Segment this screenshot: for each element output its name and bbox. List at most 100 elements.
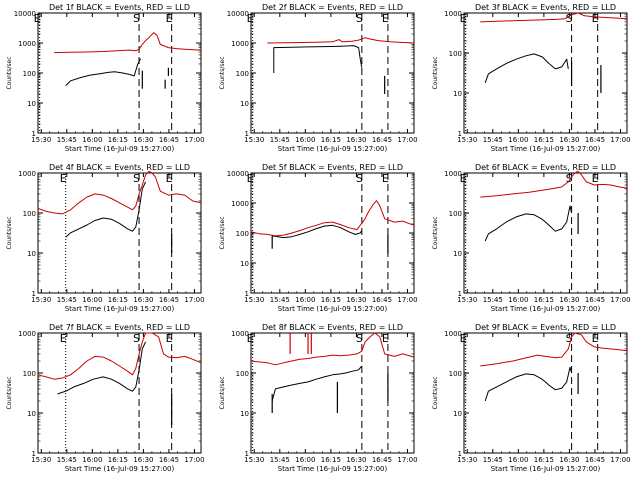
marker-label: E	[34, 12, 41, 25]
x-axis-label: Start Time (16-Jul-09 15:27:00)	[278, 465, 388, 473]
x-axis-label: Start Time (16-Jul-09 15:27:00)	[278, 305, 388, 313]
plot-frame	[250, 332, 415, 454]
x-tick-label: 16:30	[346, 456, 366, 464]
y-tick-label: 10	[27, 250, 36, 258]
x-tick-label: 15:45	[57, 296, 77, 304]
y-tick-label: 100	[23, 70, 36, 78]
panel-title: Det 2f BLACK = Events, RED = LLD	[262, 3, 403, 12]
x-tick-label: 17:00	[184, 456, 204, 464]
marker-label: E	[166, 12, 173, 25]
x-tick-label: 15:45	[270, 136, 290, 144]
events-series-line	[484, 205, 573, 242]
x-tick-label: 16:00	[295, 296, 315, 304]
marker-label: E	[592, 12, 599, 25]
panel-det8f: Det 8f BLACK = Events, RED = LLD 1 10 100 10…	[219, 323, 418, 473]
y-axis-label: Counts/sec	[219, 376, 226, 409]
x-tick-label: 15:30	[244, 136, 264, 144]
panel-det9f: Det 9f BLACK = Events, RED = LLD 1 10 100 10…	[432, 323, 631, 473]
marker-label: E	[247, 172, 254, 185]
x-axis-label: Start Time (16-Jul-09 15:27:00)	[278, 145, 388, 153]
x-tick-label: 15:30	[457, 136, 477, 144]
x-tick-label: 16:45	[159, 136, 179, 144]
x-axis-label: Start Time (16-Jul-09 15:27:00)	[491, 305, 601, 313]
plot-frame	[37, 332, 202, 454]
x-tick-label: 15:30	[31, 296, 51, 304]
marker-label: E	[460, 12, 467, 25]
y-tick-label: 1	[245, 290, 249, 298]
x-tick-label: 15:30	[244, 456, 264, 464]
marker-label: E	[382, 12, 389, 25]
y-axis-label: Counts/sec	[432, 56, 439, 89]
x-tick-label: 15:45	[483, 456, 503, 464]
events-series-line	[65, 58, 142, 86]
x-axis-label: Start Time (16-Jul-09 15:27:00)	[491, 465, 601, 473]
y-tick-label: 100	[23, 370, 36, 378]
x-tick-label: 16:45	[585, 136, 605, 144]
x-tick-label: 16:00	[295, 456, 315, 464]
x-tick-label: 17:00	[610, 296, 630, 304]
y-tick-label: 100	[236, 70, 249, 78]
x-tick-label: 16:45	[159, 456, 179, 464]
x-tick-label: 16:15	[321, 136, 341, 144]
panel-det5f: Det 5f BLACK = Events, RED = LLD 1 10 100 10…	[219, 163, 418, 313]
x-tick-label: 15:30	[457, 296, 477, 304]
marker-label: E	[166, 332, 173, 345]
y-tick-label: 100	[236, 370, 249, 378]
events-series-line	[272, 224, 363, 239]
marker-label: S	[356, 332, 363, 345]
plot-frame	[37, 172, 202, 294]
x-tick-label: 16:15	[108, 296, 128, 304]
y-tick-label: 10	[453, 250, 462, 258]
panel-title: Det 6f BLACK = Events, RED = LLD	[475, 163, 616, 172]
panel-det6f: Det 6f BLACK = Events, RED = LLD 1 10 100 10…	[432, 163, 631, 313]
lld-series-line	[54, 32, 202, 54]
x-tick-label: 15:45	[483, 296, 503, 304]
y-tick-label: 1000	[231, 200, 249, 208]
x-tick-label: 17:00	[610, 136, 630, 144]
x-tick-label: 16:45	[585, 456, 605, 464]
y-axis-label: Counts/sec	[6, 216, 13, 249]
panel-title: Det 9f BLACK = Events, RED = LLD	[475, 323, 616, 332]
x-tick-label: 15:30	[31, 136, 51, 144]
x-tick-label: 16:00	[82, 456, 102, 464]
x-tick-label: 16:30	[346, 136, 366, 144]
x-tick-label: 16:15	[108, 136, 128, 144]
x-tick-label: 16:45	[159, 296, 179, 304]
x-tick-label: 15:45	[270, 296, 290, 304]
x-tick-label: 15:45	[57, 456, 77, 464]
y-axis-label: Counts/sec	[432, 216, 439, 249]
panel-title: Det 1f BLACK = Events, RED = LLD	[49, 3, 190, 12]
x-axis-label: Start Time (16-Jul-09 15:27:00)	[491, 145, 601, 153]
y-tick-label: 1000	[18, 330, 36, 338]
x-tick-label: 17:00	[184, 296, 204, 304]
x-tick-label: 16:30	[559, 136, 579, 144]
marker-label: E	[460, 172, 467, 185]
x-tick-label: 15:45	[483, 136, 503, 144]
y-tick-label: 10	[240, 260, 249, 268]
y-axis-label: Counts/sec	[6, 376, 13, 409]
y-tick-label: 1	[32, 450, 36, 458]
marker-label: S	[133, 332, 140, 345]
panel-title: Det 5f BLACK = Events, RED = LLD	[262, 163, 403, 172]
lld-series-line	[480, 332, 628, 367]
plot-frame	[463, 12, 628, 134]
x-tick-label: 15:30	[457, 456, 477, 464]
lld-series-line	[250, 200, 415, 237]
y-tick-label: 1000	[18, 40, 36, 48]
y-tick-label: 10	[453, 410, 462, 418]
y-tick-label: 10	[453, 90, 462, 98]
x-tick-label: 16:15	[534, 296, 554, 304]
x-tick-label: 16:00	[295, 136, 315, 144]
x-axis-label: Start Time (16-Jul-09 15:27:00)	[65, 305, 175, 313]
x-tick-label: 16:30	[559, 456, 579, 464]
y-tick-label: 1	[245, 450, 249, 458]
x-tick-label: 16:30	[133, 456, 153, 464]
marker-label: S	[133, 12, 140, 25]
x-tick-label: 15:30	[244, 296, 264, 304]
marker-label: E	[382, 172, 389, 185]
y-tick-label: 1000	[444, 170, 462, 178]
y-tick-label: 10000	[227, 10, 249, 18]
marker-label: S	[133, 172, 140, 185]
y-tick-label: 100	[236, 230, 249, 238]
